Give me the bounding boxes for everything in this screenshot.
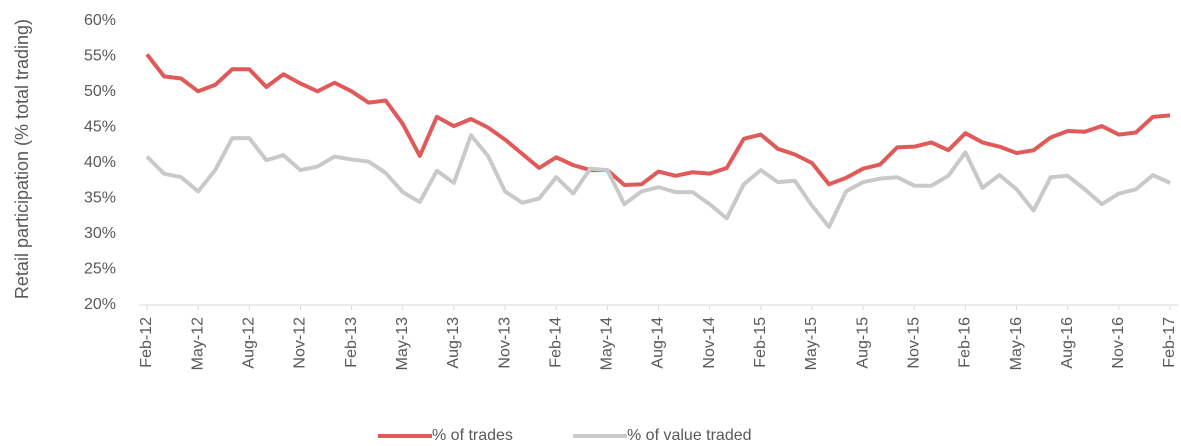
x-tick-label: May-14: [599, 317, 616, 370]
y-tick-label: 60%: [84, 12, 116, 29]
x-tick-label: Nov-14: [701, 317, 718, 369]
y-tick-label: 40%: [84, 154, 116, 171]
y-tick-label: 30%: [84, 225, 116, 242]
legend-label: % of value traded: [627, 427, 752, 444]
x-tick-label: May-16: [1008, 317, 1025, 370]
x-tick-label: Nov-15: [905, 317, 922, 369]
y-tick-label: 25%: [84, 261, 116, 278]
x-tick-label: Aug-15: [854, 317, 871, 369]
data-line: [145, 53, 1171, 188]
y-tick-label: 20%: [84, 296, 116, 313]
y-tick-label: 35%: [84, 190, 116, 207]
x-tick-label: May-12: [189, 317, 206, 370]
y-tick-label: 55%: [84, 48, 116, 65]
x-tick-label: Aug-16: [1059, 317, 1076, 369]
y-tick-label: 50%: [84, 83, 116, 100]
x-tick-label: May-15: [803, 317, 820, 370]
x-tick-label: Feb-16: [957, 317, 974, 368]
x-tick-label: May-13: [394, 317, 411, 370]
x-tick-label: Aug-14: [650, 317, 667, 369]
x-tick-label: Feb-17: [1161, 317, 1178, 368]
x-tick-label: Feb-15: [752, 317, 769, 368]
legend-label: % of trades: [432, 427, 513, 444]
x-tick-label: Nov-12: [292, 317, 309, 369]
data-line: [145, 133, 1171, 229]
x-tick-label: Nov-13: [496, 317, 513, 369]
y-axis-title: Retail participation (% total trading): [12, 18, 32, 300]
x-tick-label: Aug-12: [241, 317, 258, 369]
y-tick-label: 45%: [84, 119, 116, 136]
x-tick-label: Feb-13: [343, 317, 360, 368]
x-tick-label: Feb-14: [547, 317, 564, 368]
x-tick-label: Nov-16: [1110, 317, 1127, 369]
x-tick-label: Feb-12: [138, 317, 155, 368]
x-tick-label: Aug-13: [445, 317, 462, 369]
